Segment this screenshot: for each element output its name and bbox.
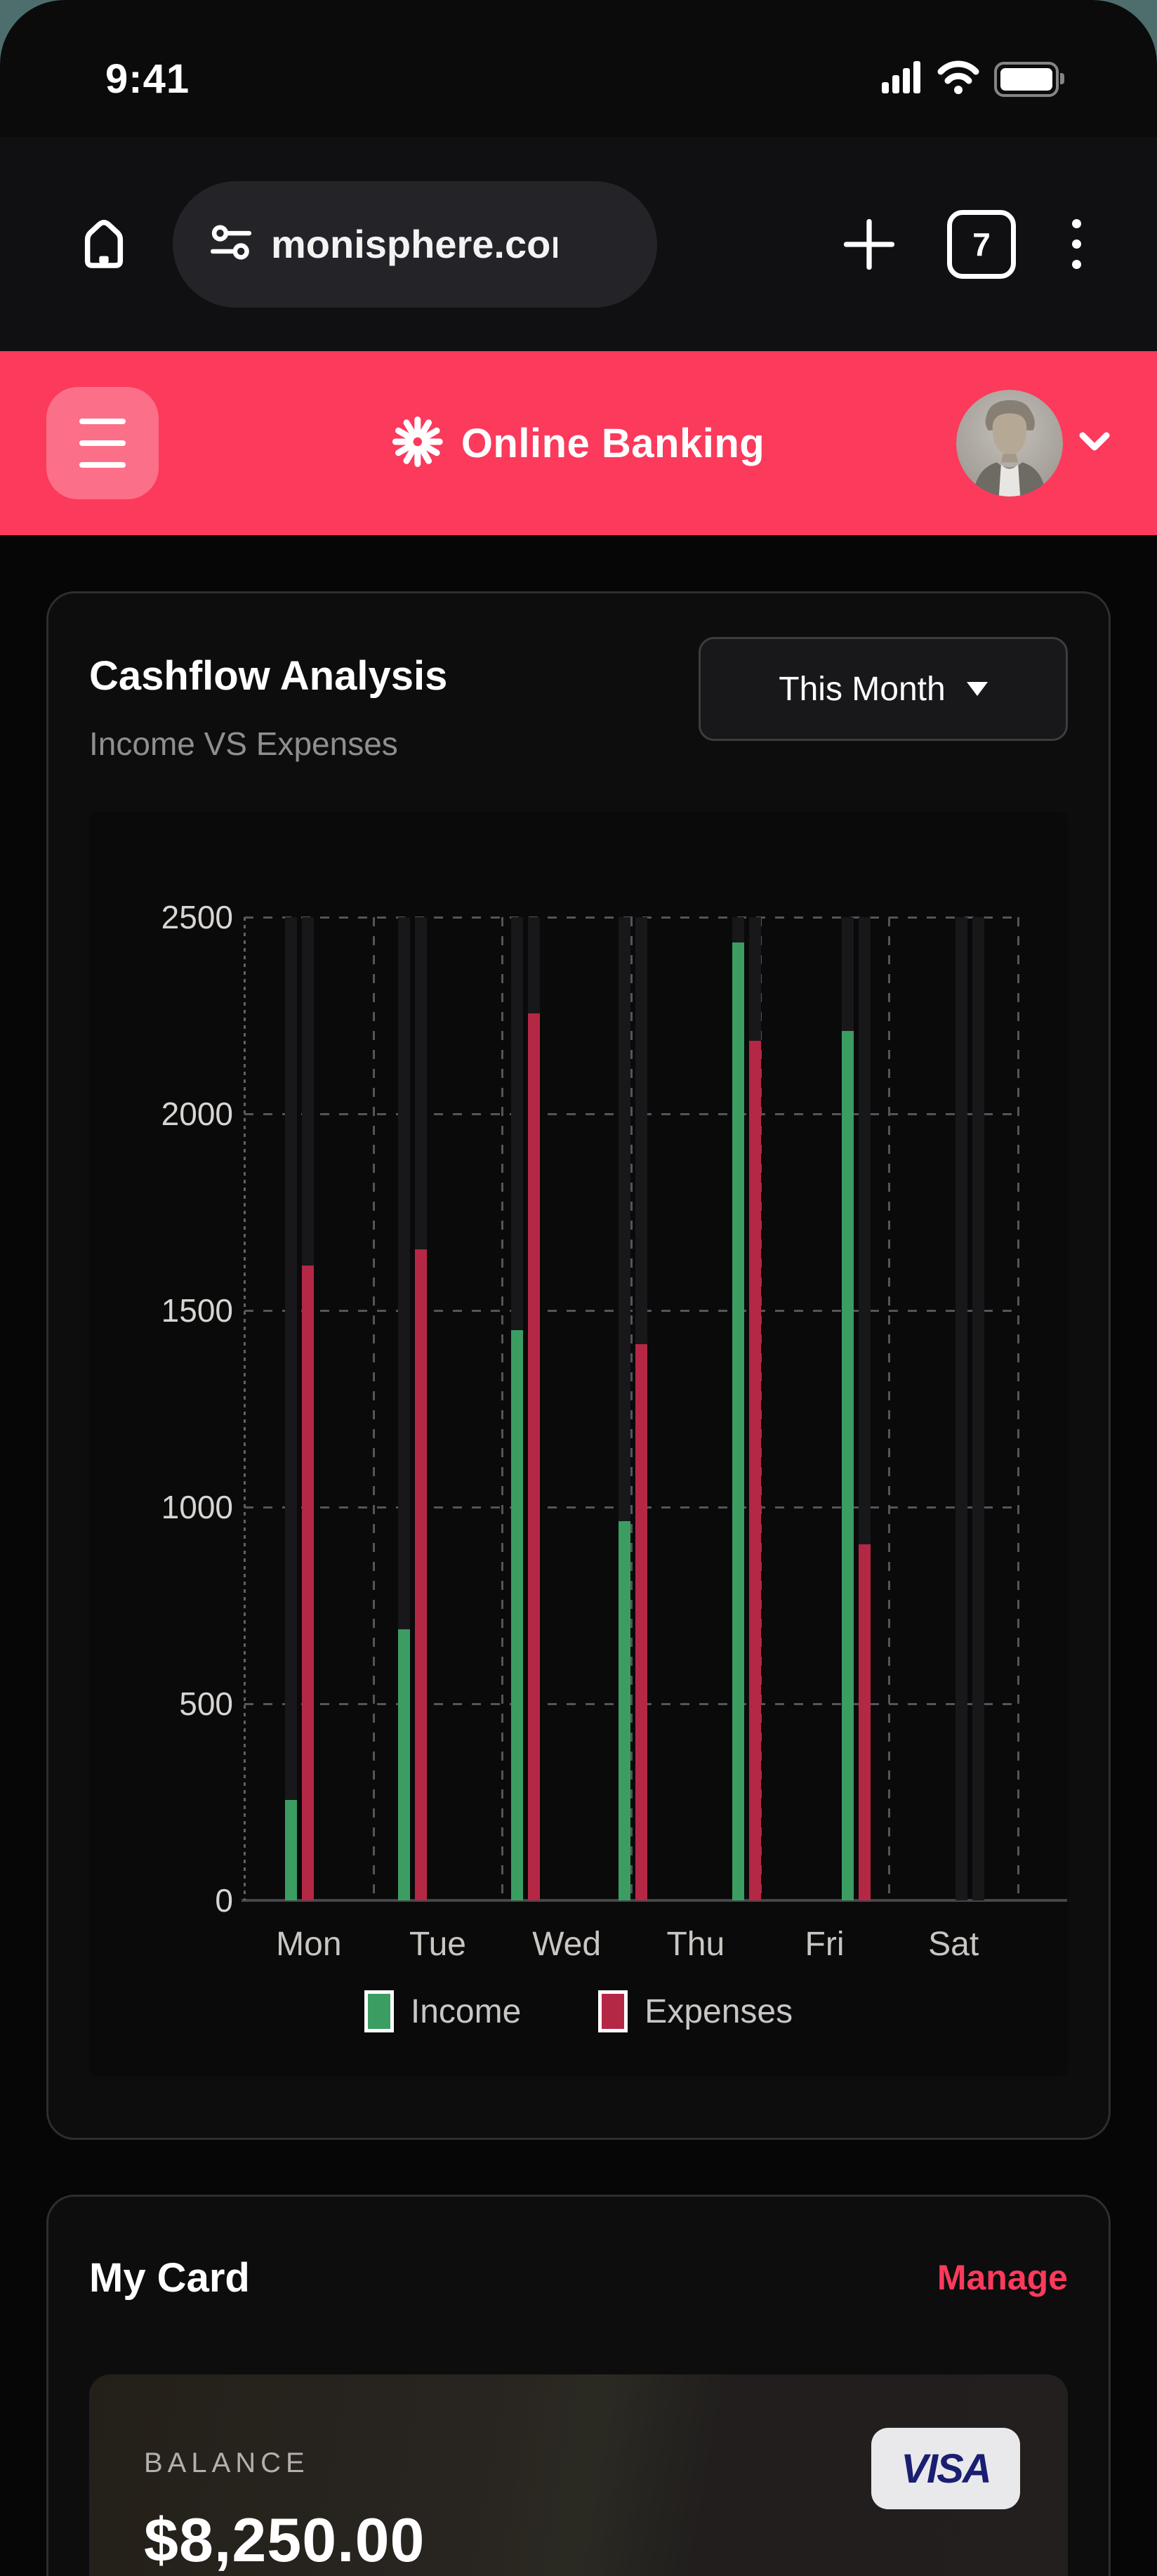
cashflow-card: Cashflow Analysis Income VS Expenses Thi…: [46, 591, 1111, 2140]
bar-expenses-fri: [749, 1041, 761, 1900]
chart-panel: Mon Tue Wed Thu Fri Sat Income Expenses 0 500 10…: [89, 812, 1068, 2076]
bank-card[interactable]: BALANCE $8,250.00 VISA: [89, 2374, 1068, 2576]
gridline-horizontal: [244, 1506, 1018, 1509]
bar-expenses-tue: [415, 1249, 427, 1900]
y-axis-label: 1000: [161, 1489, 233, 1525]
gridline-horizontal: [244, 1703, 1018, 1705]
chart-baseline: [242, 1899, 1067, 1902]
bar-income-wed: [511, 1330, 523, 1900]
x-axis-label: Wed: [532, 1926, 602, 1963]
bar-track: [956, 917, 967, 1900]
bar-expenses-thu: [635, 1343, 647, 1900]
my-card-section: My Card Manage BALANCE $8,250.00 VISA: [46, 2195, 1111, 2576]
chart-plot: [242, 916, 1067, 1902]
address-bar[interactable]: monisphere.com: [173, 180, 657, 308]
bar-expenses-wed: [528, 1013, 540, 1900]
balance-label: BALANCE: [144, 2447, 310, 2478]
cashflow-heading: Cashflow Analysis Income VS Expenses: [89, 637, 447, 763]
gridline-vertical: [888, 917, 891, 1900]
hamburger-menu-button[interactable]: [46, 387, 159, 499]
legend-item-expenses: Expenses: [598, 1990, 793, 2032]
kebab-menu-icon[interactable]: [1072, 219, 1081, 269]
y-axis-label: 2000: [161, 1096, 233, 1132]
x-axis-label: Fri: [805, 1926, 845, 1963]
y-axis-label: 500: [179, 1685, 233, 1722]
bar-expenses-mon: [302, 1265, 314, 1900]
bar-income-sat: [842, 1031, 854, 1900]
plus-icon[interactable]: [842, 217, 897, 272]
bar-income-thu: [619, 1520, 630, 1900]
gridline-vertical: [630, 917, 633, 1900]
gridline-horizontal: [244, 1113, 1018, 1115]
caret-down-icon: [966, 682, 988, 696]
home-icon[interactable]: [76, 216, 132, 272]
x-axis-label: Tue: [409, 1926, 466, 1963]
wifi-icon: [937, 60, 980, 98]
tune-icon[interactable]: [209, 221, 253, 268]
gridline-vertical: [372, 917, 375, 1900]
brand: Online Banking: [392, 416, 765, 471]
gridline-vertical: [244, 917, 246, 1900]
visa-badge: VISA: [871, 2428, 1020, 2509]
legend-label: Income: [410, 1992, 522, 2030]
legend-swatch: [598, 1990, 628, 2032]
gridline-horizontal: [244, 1310, 1018, 1312]
x-axis-label: Mon: [276, 1926, 342, 1963]
chevron-down-icon: [1078, 431, 1111, 456]
chart-x-labels: Mon Tue Wed Thu Fri Sat: [244, 1925, 1018, 1967]
gridline-horizontal: [244, 916, 1018, 919]
browser-toolbar: monisphere.com 7: [0, 137, 1157, 351]
battery-icon: [994, 61, 1064, 97]
legend-label: Expenses: [644, 1992, 793, 2030]
cellular-signal-icon: [882, 61, 923, 97]
manage-link[interactable]: Manage: [937, 2258, 1068, 2297]
tab-switcher[interactable]: 7: [947, 209, 1016, 279]
balance-value: $8,250.00: [144, 2505, 425, 2575]
legend-item-income: Income: [364, 1990, 521, 2032]
chart-legend: Income Expenses: [89, 1990, 1068, 2032]
bar-expenses-sat: [859, 1544, 871, 1900]
bar-income-mon: [285, 1800, 297, 1900]
page-content: Cashflow Analysis Income VS Expenses Thi…: [0, 535, 1157, 2576]
status-icons: [882, 60, 1064, 98]
x-axis-label: Thu: [666, 1926, 725, 1963]
flower-icon: [392, 416, 443, 471]
avatar[interactable]: [956, 390, 1063, 497]
url-text: monisphere.com: [271, 222, 557, 266]
y-axis-label: 2500: [161, 899, 233, 935]
bar-track: [972, 917, 984, 1900]
gridline-vertical: [1017, 917, 1019, 1900]
cashflow-subtitle: Income VS Expenses: [89, 725, 398, 762]
cashflow-title: Cashflow Analysis: [89, 653, 448, 699]
my-card-title: My Card: [89, 2254, 250, 2301]
bar-track: [285, 917, 297, 1900]
status-bar: 9:41: [0, 0, 1157, 137]
period-dropdown[interactable]: This Month: [699, 637, 1068, 741]
profile-menu[interactable]: [956, 390, 1111, 497]
bar-income-fri: [732, 942, 744, 1900]
period-label: This Month: [779, 670, 946, 708]
app-header: Online Banking: [0, 351, 1157, 535]
x-axis-label: Sat: [928, 1926, 979, 1963]
y-axis-label: 1500: [161, 1292, 233, 1329]
legend-swatch: [364, 1990, 394, 2032]
bar-income-tue: [398, 1629, 410, 1900]
y-axis-label: 0: [215, 1882, 233, 1919]
status-time: 9:41: [105, 56, 190, 102]
app-title: Online Banking: [461, 420, 765, 466]
gridline-vertical: [501, 917, 504, 1900]
